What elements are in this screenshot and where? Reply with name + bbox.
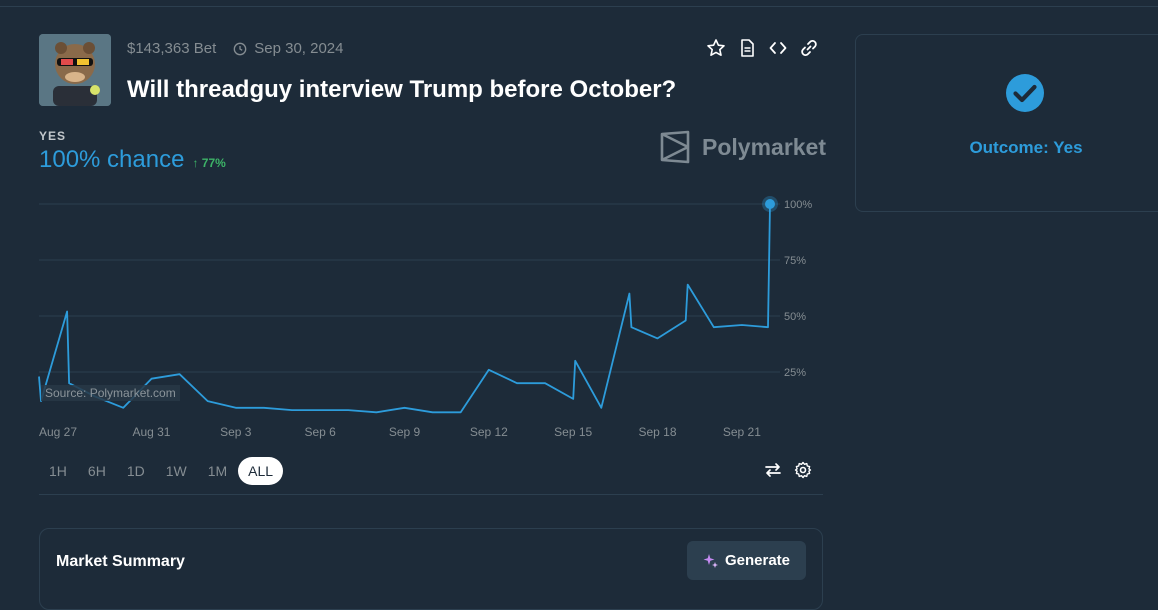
x-tick-label: Sep 12	[470, 425, 508, 439]
y-tick-label: 50%	[784, 311, 806, 323]
range-button-all[interactable]: ALL	[238, 457, 284, 485]
brand-watermark: Polymarket	[660, 130, 826, 164]
market-avatar	[39, 34, 111, 106]
range-button-6h[interactable]: 6H	[87, 463, 106, 479]
x-tick-label: Sep 3	[220, 425, 252, 439]
chance-delta: ↑ 77%	[192, 156, 226, 170]
time-range-selector: 1H 6H 1D 1W 1M ALL	[39, 457, 284, 485]
generate-button[interactable]: Generate	[687, 541, 806, 580]
resolution-outcome: Outcome: Yes	[969, 138, 1083, 157]
x-tick-label: Aug 31	[132, 425, 170, 439]
chart-tools	[764, 461, 812, 479]
page-title: Will threadguy interview Trump before Oc…	[127, 76, 677, 103]
gear-icon[interactable]	[794, 461, 812, 479]
sparkle-icon	[703, 553, 718, 568]
chart-source: Source: Polymarket.com	[41, 385, 180, 401]
polymarket-logo-icon	[660, 130, 690, 164]
price-chart: 100% 75% 50% 25% Aug 27 Aug 31 Sep 3 Sep 6 Sep 9…	[38, 196, 812, 439]
latest-point	[765, 199, 775, 209]
top-divider	[0, 6, 1158, 7]
chart-divider	[39, 494, 823, 495]
document-icon[interactable]	[737, 38, 757, 58]
market-actions	[706, 38, 819, 58]
x-tick-label: Sep 18	[639, 425, 677, 439]
summary-title: Market Summary	[56, 553, 185, 570]
x-tick-label: Sep 6	[304, 425, 336, 439]
chance-text: 100% chance	[39, 146, 185, 173]
y-tick-label: 25%	[784, 367, 806, 379]
y-tick-label: 100%	[784, 199, 812, 211]
brand-name: Polymarket	[702, 133, 827, 160]
chance-delta-value: 77%	[201, 156, 226, 170]
market-meta: $143,363 Bet Sep 30, 2024	[127, 40, 344, 57]
volume-text: $143,363 Bet	[127, 40, 217, 57]
x-tick-label: Aug 27	[39, 425, 77, 439]
market-summary-card: Market Summary Generate	[39, 528, 823, 610]
code-icon[interactable]	[768, 38, 788, 58]
clock-icon	[233, 42, 247, 55]
chance-display: 100% chance ↑ 77%	[39, 146, 226, 174]
x-tick-label: Sep 15	[554, 425, 592, 439]
star-icon[interactable]	[706, 38, 726, 58]
check-circle-icon	[1006, 74, 1044, 112]
link-icon[interactable]	[799, 38, 819, 58]
swap-icon[interactable]	[764, 461, 782, 479]
series-line	[38, 203, 771, 414]
end-date-text: Sep 30, 2024	[254, 40, 344, 57]
range-button-1d[interactable]: 1D	[126, 463, 145, 479]
y-tick-label: 75%	[784, 255, 806, 267]
x-tick-label: Sep 21	[723, 425, 761, 439]
range-button-1m[interactable]: 1M	[207, 463, 228, 479]
range-button-1w[interactable]: 1W	[165, 463, 187, 479]
outcome-label: YES	[39, 129, 67, 143]
x-tick-label: Sep 9	[389, 425, 421, 439]
range-button-1h[interactable]: 1H	[49, 463, 67, 479]
generate-label: Generate	[724, 552, 791, 569]
resolution-card: Outcome: Yes	[855, 34, 1158, 212]
